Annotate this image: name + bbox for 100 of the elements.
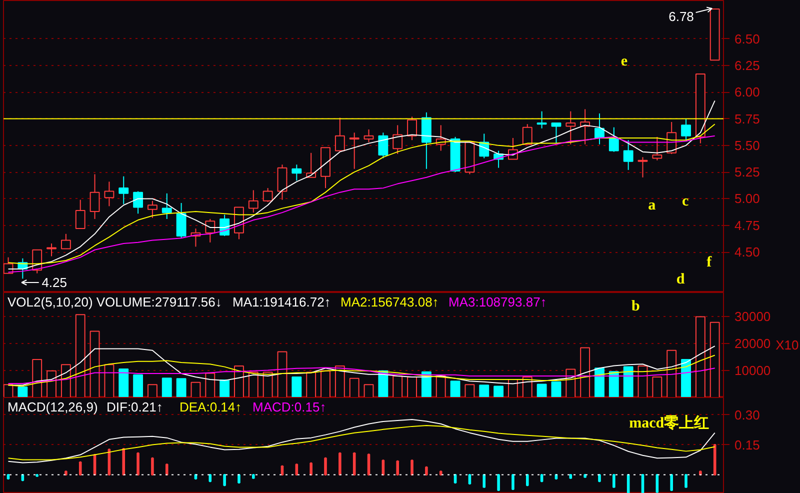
candlestick xyxy=(205,218,216,243)
y-tick-label: 6.00 xyxy=(734,84,760,100)
chart-title: VOL2(5,10,20) VOLUME:279117.56↓ xyxy=(8,294,222,310)
annotation: 4.25 xyxy=(42,275,68,290)
annotation: 6.78 xyxy=(668,9,694,24)
bar xyxy=(292,376,302,397)
bar xyxy=(133,374,144,397)
candlestick xyxy=(147,200,158,218)
candlestick xyxy=(349,132,360,170)
candlestick xyxy=(176,202,186,239)
bar xyxy=(608,371,619,397)
candlestick xyxy=(551,122,562,144)
line-series xyxy=(8,346,716,386)
text: X10 xyxy=(776,338,799,352)
bar xyxy=(162,378,172,397)
y-tick-label: 5.75 xyxy=(734,111,760,126)
bar xyxy=(652,376,662,397)
y-tick-label: 30000 xyxy=(734,309,771,324)
bar xyxy=(4,384,14,397)
bar xyxy=(334,366,345,397)
bar xyxy=(536,384,547,397)
y-tick-label: 0.15 xyxy=(734,437,760,452)
bar xyxy=(147,384,158,397)
y-tick-label: 0.30 xyxy=(734,407,760,422)
candlestick xyxy=(118,176,129,205)
bar xyxy=(176,378,186,397)
bar xyxy=(190,382,201,397)
candlestick xyxy=(292,164,302,182)
y-tick-label: 4.50 xyxy=(734,244,760,260)
bar xyxy=(220,380,230,397)
bar xyxy=(104,364,114,397)
candlestick xyxy=(75,199,86,230)
series-label: DIF:0.21↑ xyxy=(106,400,163,414)
candlestick xyxy=(4,256,14,274)
bar xyxy=(248,372,258,397)
bar xyxy=(46,370,56,397)
bar xyxy=(234,366,244,397)
bar xyxy=(710,322,720,397)
bar xyxy=(551,381,562,397)
bar xyxy=(75,314,86,397)
text: DEA:0.14↑ xyxy=(180,400,242,414)
candlestick xyxy=(364,128,374,143)
candlestick xyxy=(277,164,288,200)
y-tick-label: 6.50 xyxy=(734,31,760,46)
bar xyxy=(277,351,288,397)
bar xyxy=(349,378,360,397)
y-tick-label: 4.75 xyxy=(734,218,760,233)
text: MA2:156743.08↑ xyxy=(340,294,439,310)
candlestick xyxy=(638,156,648,178)
text: MA1:191416.72↑ xyxy=(232,294,331,310)
y-tick-label: 5.00 xyxy=(734,191,760,206)
chart-title: MACD(12,26,9) xyxy=(8,400,98,414)
line-series xyxy=(8,354,716,387)
bar xyxy=(90,330,100,397)
y-tick-label: 10000 xyxy=(734,363,771,378)
candlestick xyxy=(46,242,56,257)
annotation: b xyxy=(631,298,640,314)
candlestick xyxy=(104,181,114,207)
bar xyxy=(666,350,677,397)
candlestick xyxy=(60,233,71,250)
bar xyxy=(392,375,403,397)
bar xyxy=(450,380,460,397)
y-tick-label: 6.25 xyxy=(734,58,760,74)
y-tick-label: 5.25 xyxy=(734,164,760,180)
candlestick xyxy=(536,110,547,129)
candlestick xyxy=(652,136,662,161)
annotation: d xyxy=(676,272,686,288)
candlestick xyxy=(608,126,619,152)
candlestick xyxy=(522,124,532,145)
candlestick xyxy=(262,188,273,202)
y-tick-label: 20000 xyxy=(734,336,771,352)
candlestick xyxy=(392,124,403,154)
bar xyxy=(623,366,634,397)
candlestick xyxy=(248,190,258,214)
candlestick xyxy=(681,118,691,141)
bar xyxy=(320,370,330,397)
bar xyxy=(18,386,28,397)
bar xyxy=(306,372,316,397)
bar xyxy=(494,386,504,397)
annotation: a xyxy=(648,198,656,214)
bar xyxy=(580,347,590,397)
bar xyxy=(407,376,417,397)
bar xyxy=(464,384,475,397)
bar xyxy=(205,372,216,397)
candlestick xyxy=(334,117,345,152)
bar xyxy=(364,384,374,397)
candlestick xyxy=(133,190,144,214)
candlestick xyxy=(162,192,172,220)
candlestick xyxy=(378,132,388,159)
candlestick xyxy=(407,116,417,141)
annotation: c xyxy=(682,194,689,210)
candlestick xyxy=(623,140,634,170)
bar xyxy=(479,384,490,397)
line-series xyxy=(8,367,716,384)
y-tick-label: 5.50 xyxy=(734,138,760,153)
annotation: f xyxy=(706,254,713,270)
bar xyxy=(262,372,273,397)
annotation: e xyxy=(620,54,628,70)
bar xyxy=(594,368,604,397)
annotation: macd零上红 xyxy=(629,414,710,432)
